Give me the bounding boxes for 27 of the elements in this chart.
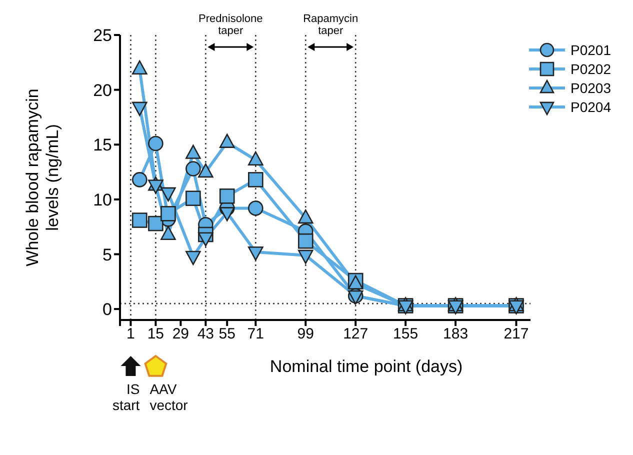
x-tick-label: 29 xyxy=(172,326,190,343)
text: IS start xyxy=(112,381,140,413)
x-tick-label: 15 xyxy=(147,326,164,343)
y-tick-label: 10 xyxy=(93,190,112,210)
y-tick-label: 15 xyxy=(93,136,112,155)
y-tick-label: 25 xyxy=(93,26,112,46)
x-tick-label: 71 xyxy=(247,326,264,343)
legend-label: P0201 xyxy=(570,42,611,58)
legend-label: P0203 xyxy=(570,80,611,96)
text: AAV vector xyxy=(150,381,188,413)
y-tick-label: 0 xyxy=(102,300,112,320)
legend-label: P0202 xyxy=(570,60,611,76)
y-tick-label: 5 xyxy=(102,245,112,264)
legend-label: P0204 xyxy=(570,98,611,114)
x-tick-label: 55 xyxy=(218,326,236,343)
x-tick-label: 217 xyxy=(504,326,529,343)
x-tick-label: 99 xyxy=(297,326,314,343)
x-tick-label: 155 xyxy=(393,326,418,343)
x-tick-label: 127 xyxy=(343,326,368,343)
x-tick-label: 183 xyxy=(443,326,468,343)
annotation: Prednisolone taper xyxy=(198,13,263,37)
x-axis-title: Nominal time point (days) xyxy=(270,357,463,376)
annotation: Rapamycin taper xyxy=(303,13,358,37)
y-axis-title: Whole blood rapamycin levels (ng/mL) xyxy=(23,88,62,266)
y-tick-label: 20 xyxy=(93,80,112,100)
x-tick-label: 1 xyxy=(126,326,135,343)
x-tick-label: 43 xyxy=(197,326,214,343)
